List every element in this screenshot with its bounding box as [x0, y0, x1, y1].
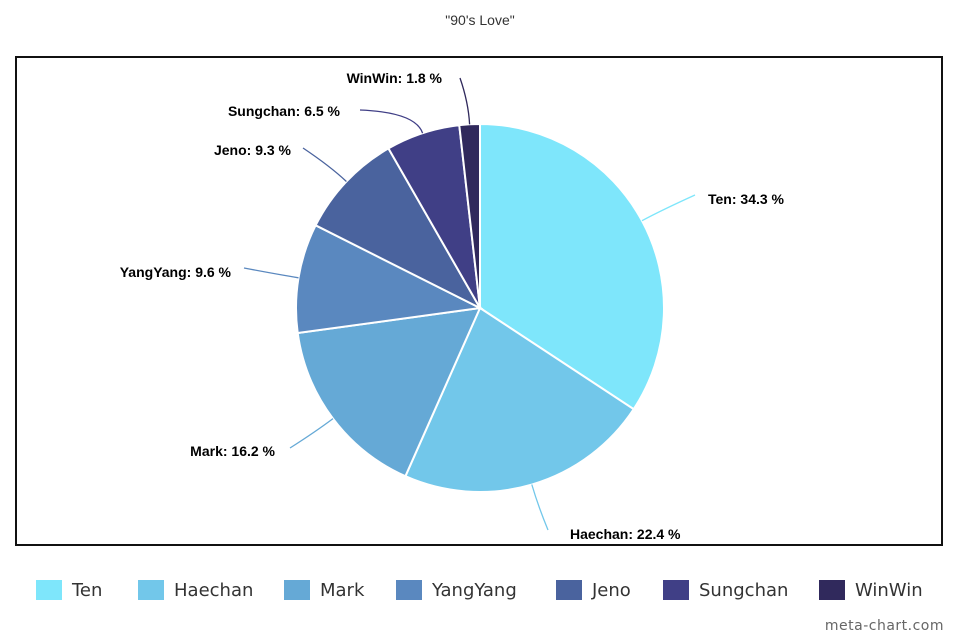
legend-label: WinWin — [855, 579, 923, 601]
leader-line-ten — [641, 194, 696, 222]
legend-swatch — [819, 580, 845, 600]
leader-line-winwin — [459, 77, 471, 125]
legend-label: Haechan — [174, 579, 254, 601]
pie-slice-haechan — [404, 306, 636, 493]
data-label-sungchan: Sungchan: 6.5 % — [228, 103, 341, 119]
legend-label: Ten — [72, 579, 103, 601]
leader-line-yangyang — [243, 267, 299, 279]
legend-label: YangYang — [432, 579, 517, 601]
legend-label: Sungchan — [699, 579, 789, 601]
legend-swatch — [556, 580, 582, 600]
chart-frame — [15, 56, 943, 546]
legend-item-yangyang[interactable]: YangYang — [396, 576, 517, 604]
legend-item-mark[interactable]: Mark — [284, 576, 364, 604]
data-label-haechan: Haechan: 22.4 % — [570, 526, 681, 542]
leader-line-mark — [289, 418, 334, 449]
legend-swatch — [663, 580, 689, 600]
leader-line-sungchan — [359, 109, 424, 134]
data-label-ten: Ten: 34.3 % — [708, 191, 785, 207]
legend-label: Mark — [320, 579, 365, 601]
legend-item-jeno[interactable]: Jeno — [556, 576, 631, 604]
legend-label: Jeno — [592, 579, 631, 601]
legend-item-sungchan[interactable]: Sungchan — [663, 576, 788, 604]
legend-item-winwin[interactable]: WinWin — [819, 576, 923, 604]
legend-swatch — [284, 580, 310, 600]
legend: Ten Haechan Mark YangYang Jeno Sungchan WinWin — [0, 576, 960, 604]
legend-swatch — [138, 580, 164, 600]
leader-line-haechan — [531, 484, 549, 531]
data-label-winwin: WinWin: 1.8 % — [347, 70, 443, 86]
data-label-jeno: Jeno: 9.3 % — [214, 142, 292, 158]
legend-item-haechan[interactable]: Haechan — [138, 576, 253, 604]
legend-item-ten[interactable]: Ten — [36, 576, 102, 604]
watermark: meta-chart.com — [824, 618, 944, 634]
data-label-yangyang: YangYang: 9.6 % — [120, 264, 232, 280]
pie-slice-mark — [296, 306, 482, 478]
leader-line-jeno — [302, 147, 347, 182]
data-label-mark: Mark: 16.2 % — [190, 443, 275, 459]
legend-swatch — [396, 580, 422, 600]
legend-swatch — [36, 580, 62, 600]
chart-title: "90's Love" — [445, 12, 515, 28]
